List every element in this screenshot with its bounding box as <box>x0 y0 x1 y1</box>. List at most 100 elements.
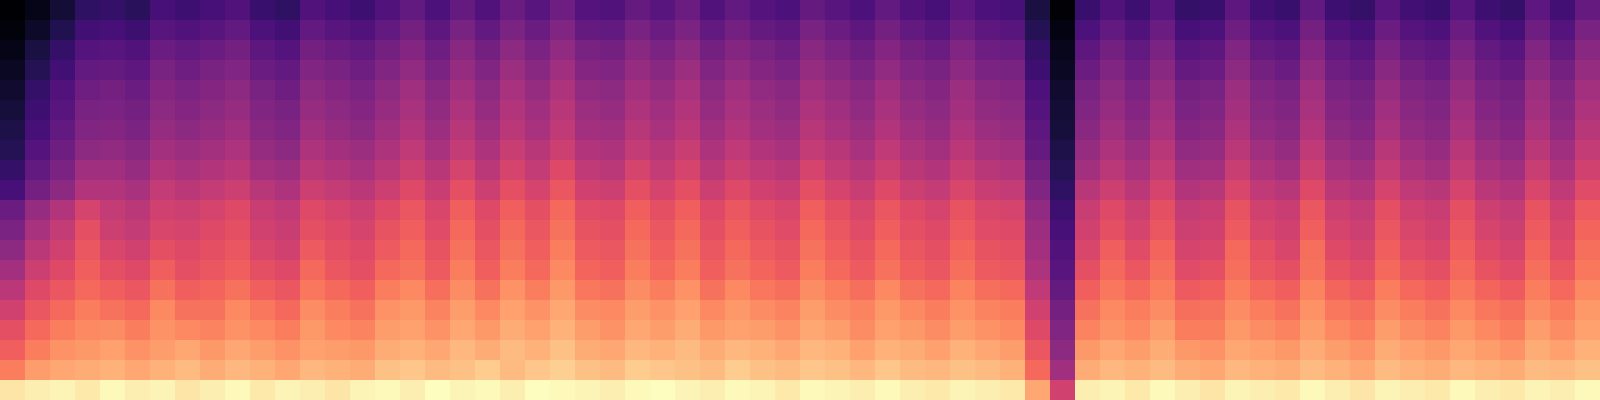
cell <box>100 280 125 300</box>
cell <box>475 60 500 80</box>
cell <box>425 340 450 360</box>
cell <box>1550 40 1575 60</box>
cell <box>1300 180 1325 200</box>
cell <box>1025 100 1050 120</box>
cell <box>50 140 75 160</box>
cell <box>350 120 375 140</box>
cell <box>1150 240 1175 260</box>
cell <box>1100 360 1125 380</box>
cell <box>1425 180 1450 200</box>
cell <box>675 40 700 60</box>
cell <box>900 140 925 160</box>
cell <box>550 200 575 220</box>
cell <box>1200 320 1225 340</box>
cell <box>1125 40 1150 60</box>
cell <box>125 120 150 140</box>
cell <box>650 60 675 80</box>
cell <box>250 160 275 180</box>
cell <box>400 40 425 60</box>
cell <box>500 360 525 380</box>
cell <box>625 180 650 200</box>
cell <box>275 80 300 100</box>
cell <box>275 20 300 40</box>
cell <box>1400 20 1425 40</box>
cell <box>200 0 225 20</box>
cell <box>500 240 525 260</box>
cell <box>625 60 650 80</box>
cell <box>1425 340 1450 360</box>
cell <box>1250 300 1275 320</box>
cell <box>1000 260 1025 280</box>
cell <box>1250 340 1275 360</box>
cell <box>225 280 250 300</box>
cell <box>25 220 50 240</box>
cell <box>500 0 525 20</box>
cell <box>425 160 450 180</box>
cell <box>1550 300 1575 320</box>
cell <box>25 20 50 40</box>
cell <box>250 320 275 340</box>
cell <box>1400 120 1425 140</box>
cell <box>1250 40 1275 60</box>
cell <box>950 300 975 320</box>
cell <box>1300 140 1325 160</box>
cell <box>575 200 600 220</box>
cell <box>1000 180 1025 200</box>
cell <box>1075 100 1100 120</box>
cell <box>1500 40 1525 60</box>
cell <box>1175 300 1200 320</box>
cell <box>1325 360 1350 380</box>
cell <box>375 240 400 260</box>
cell <box>1300 100 1325 120</box>
cell <box>1025 340 1050 360</box>
cell <box>100 60 125 80</box>
cell <box>1225 360 1250 380</box>
cell <box>1025 240 1050 260</box>
cell <box>900 0 925 20</box>
cell <box>350 180 375 200</box>
cell <box>25 0 50 20</box>
cell <box>1150 260 1175 280</box>
cell <box>825 380 850 400</box>
cell <box>75 0 100 20</box>
cell <box>150 40 175 60</box>
cell <box>525 260 550 280</box>
cell <box>1200 260 1225 280</box>
cell <box>700 20 725 40</box>
cell <box>350 280 375 300</box>
cell <box>1350 300 1375 320</box>
cell <box>975 140 1000 160</box>
cell <box>1075 360 1100 380</box>
cell <box>775 180 800 200</box>
cell <box>1375 200 1400 220</box>
cell <box>775 20 800 40</box>
cell <box>500 100 525 120</box>
cell <box>800 340 825 360</box>
cell <box>1500 100 1525 120</box>
cell <box>0 140 25 160</box>
cell <box>575 360 600 380</box>
cell <box>1000 220 1025 240</box>
cell <box>525 100 550 120</box>
cell <box>1225 300 1250 320</box>
cell <box>675 120 700 140</box>
cell <box>800 300 825 320</box>
cell <box>450 200 475 220</box>
cell <box>875 380 900 400</box>
cell <box>850 240 875 260</box>
cell <box>525 240 550 260</box>
cell <box>375 380 400 400</box>
cell <box>200 140 225 160</box>
cell <box>175 140 200 160</box>
cell <box>1125 240 1150 260</box>
cell <box>975 0 1000 20</box>
cell <box>1425 240 1450 260</box>
cell <box>800 260 825 280</box>
cell <box>400 140 425 160</box>
cell <box>475 340 500 360</box>
cell <box>700 160 725 180</box>
cell <box>1325 380 1350 400</box>
cell <box>600 320 625 340</box>
cell <box>125 280 150 300</box>
cell <box>550 120 575 140</box>
